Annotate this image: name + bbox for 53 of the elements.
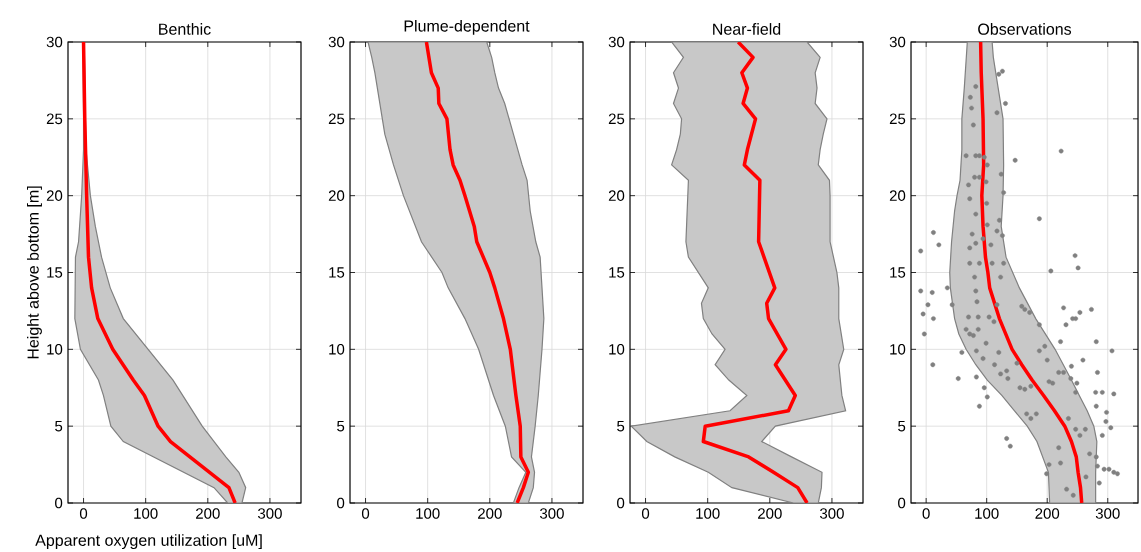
x-tick-label: 300 [820, 508, 844, 519]
x-tick-label: 300 [258, 508, 282, 519]
x-tick-label: 0 [361, 508, 370, 519]
y-tick-label: 10 [609, 344, 625, 355]
line-series [424, 42, 531, 503]
x-axis-title: Apparent oxygen utilization [uM] [35, 534, 262, 550]
chart-title: Observations [978, 23, 1072, 35]
line-series [701, 42, 809, 503]
y-tick-label: 15 [609, 267, 625, 278]
x-tick-label: 200 [196, 508, 220, 519]
chart-title: Plume-dependent [404, 19, 530, 35]
y-tick-label: 0 [55, 497, 63, 509]
y-tick-label: 25 [46, 113, 63, 125]
x-tick-label: 200 [478, 508, 502, 519]
y-tick-label: 30 [608, 36, 625, 48]
y-tick-label: 20 [328, 190, 345, 201]
y-tick-label: 25 [889, 113, 906, 125]
y-tick-label: 20 [46, 190, 63, 201]
x-tick-label: 100 [416, 508, 440, 519]
y-tick-label: 0 [337, 497, 345, 509]
x-tick-label: 0 [641, 508, 650, 519]
y-tick-label: 5 [617, 420, 625, 432]
x-tick-label: 300 [540, 508, 564, 519]
y-tick-label: 15 [890, 267, 906, 278]
y-tick-label: 5 [898, 420, 906, 432]
y-tick-label: 30 [46, 36, 63, 48]
x-tick-label: 0 [79, 508, 88, 519]
y-tick-label: 10 [890, 344, 906, 355]
line-series [978, 42, 1084, 503]
y-tick-label: 5 [55, 420, 63, 432]
y-tick-label: 25 [608, 113, 625, 125]
y-tick-label: 10 [329, 344, 345, 355]
x-tick-label: 200 [1035, 508, 1060, 519]
x-tick-label: 200 [758, 508, 782, 519]
chart-title: Benthic [159, 23, 211, 35]
y-tick-label: 10 [47, 344, 63, 355]
x-tick-label: 0 [922, 508, 930, 519]
y-tick-label: 0 [617, 497, 625, 509]
y-tick-label: 20 [608, 190, 625, 201]
x-tick-label: 100 [696, 508, 720, 519]
y-tick-label: 5 [337, 420, 345, 432]
y-tick-label: 20 [889, 190, 906, 201]
chart-title: Near-field [713, 23, 781, 35]
y-tick-label: 30 [889, 36, 906, 48]
x-tick-label: 300 [1095, 508, 1120, 519]
x-tick-label: 100 [975, 508, 999, 519]
y-tick-label: 25 [328, 113, 345, 125]
y-axis-title: Height above bottom [m] [27, 186, 42, 359]
y-tick-label: 30 [328, 36, 345, 48]
x-tick-label: 100 [134, 508, 158, 519]
y-tick-label: 0 [898, 497, 906, 509]
y-tick-label: 15 [47, 267, 63, 278]
y-tick-label: 15 [329, 267, 345, 278]
